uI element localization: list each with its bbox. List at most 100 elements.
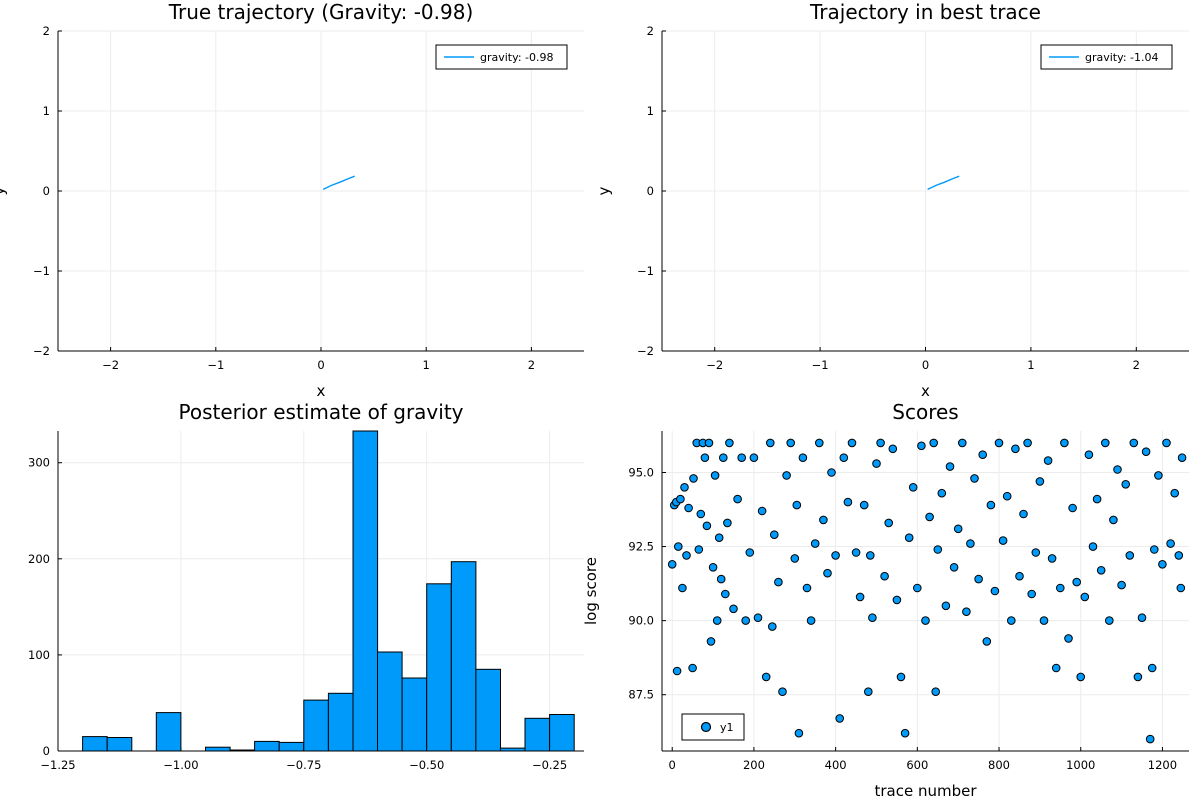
x-tick-label: 1 (1027, 358, 1034, 372)
score-point (986, 500, 996, 510)
score-point (839, 453, 849, 463)
score-point (798, 453, 808, 463)
score-point (1088, 542, 1098, 551)
score-point (761, 672, 771, 682)
score-point (925, 512, 934, 522)
score-point (794, 728, 804, 738)
score-point (855, 592, 865, 602)
score-point (1084, 450, 1094, 460)
score-point (974, 574, 983, 584)
y-tick-label: 100 (28, 648, 50, 662)
score-point (1177, 453, 1187, 463)
chart-title: True trajectory (Gravity: -0.98) (168, 0, 474, 24)
score-point (913, 583, 922, 593)
x-tick-label: −0.25 (532, 758, 567, 772)
score-point (1105, 616, 1114, 625)
score-point (1031, 548, 1041, 557)
x-tick-label: 1200 (1148, 758, 1177, 772)
score-point (1174, 551, 1184, 560)
legend-label: gravity: -1.04 (1085, 51, 1159, 64)
score-point (1147, 663, 1157, 673)
x-axis-label: trace number (874, 782, 977, 800)
score-point (1064, 634, 1073, 643)
score-point (917, 441, 926, 451)
x-axis-label: x (317, 382, 326, 400)
score-point (945, 462, 955, 471)
score-point (884, 518, 894, 528)
histogram-bar (426, 583, 452, 752)
x-tick-label: 600 (906, 758, 928, 772)
score-point (680, 483, 689, 492)
score-point (704, 438, 714, 448)
score-point (949, 563, 959, 572)
score-point (786, 438, 796, 448)
score-point (1141, 447, 1151, 457)
score-point (933, 545, 943, 554)
score-point (866, 551, 875, 560)
score-point (1154, 471, 1163, 480)
score-point (766, 438, 775, 448)
score-point (757, 506, 767, 516)
score-point (1035, 477, 1045, 486)
score-point (1056, 583, 1065, 593)
score-point (892, 595, 902, 605)
score-point (700, 453, 710, 463)
score-point (868, 613, 877, 623)
legend-label: gravity: -0.98 (480, 51, 554, 64)
score-point (723, 518, 732, 528)
legend-box (681, 713, 745, 741)
histogram-bar (254, 740, 280, 752)
score-point (880, 571, 889, 581)
score-point (1002, 491, 1012, 501)
x-tick-label: 1 (423, 358, 430, 372)
chart-title: Scores (892, 400, 958, 424)
x-tick-label: 800 (988, 758, 1010, 772)
score-point (667, 560, 677, 569)
score-point (790, 554, 800, 563)
score-point (1133, 672, 1143, 682)
score-point (872, 459, 881, 468)
score-point (931, 687, 941, 697)
score-point (749, 453, 759, 463)
x-tick-label: −1 (207, 358, 224, 372)
score-point (684, 503, 693, 513)
score-point (1150, 545, 1159, 554)
score-point (745, 548, 755, 557)
histogram-bar (401, 677, 428, 752)
score-point (708, 563, 718, 572)
score-point (815, 438, 824, 448)
chart-title: Posterior estimate of gravity (179, 400, 464, 424)
histogram-bar (278, 741, 305, 752)
x-tick-label: −1 (812, 358, 829, 372)
y-tick-label: 92.5 (628, 540, 654, 554)
score-point (778, 687, 787, 697)
score-point (694, 545, 704, 554)
score-point (1047, 554, 1057, 563)
score-point (753, 613, 763, 623)
y-tick-label: −1 (33, 264, 50, 278)
histogram-bar (352, 430, 379, 752)
x-tick-label: −0.75 (286, 758, 321, 772)
score-point (1015, 571, 1024, 581)
score-point (806, 616, 816, 625)
y-tick-label: −2 (33, 344, 50, 358)
x-tick-label: 400 (825, 758, 847, 772)
score-point (876, 438, 885, 448)
y-tick-label: 300 (28, 456, 50, 470)
score-point (962, 607, 971, 617)
score-point (851, 548, 861, 557)
score-point (900, 728, 910, 738)
score-point (774, 577, 783, 587)
score-point (1176, 583, 1186, 593)
histogram-bar (205, 746, 231, 752)
x-tick-label: −0.50 (409, 758, 444, 772)
histogram-bar (524, 717, 551, 752)
score-point (937, 488, 947, 498)
score-point (676, 494, 685, 504)
y-tick-label: 87.5 (628, 688, 654, 702)
histogram-bar (82, 736, 108, 752)
score-point (696, 509, 706, 519)
score-point (864, 687, 873, 697)
x-tick-label: 2 (528, 358, 535, 372)
